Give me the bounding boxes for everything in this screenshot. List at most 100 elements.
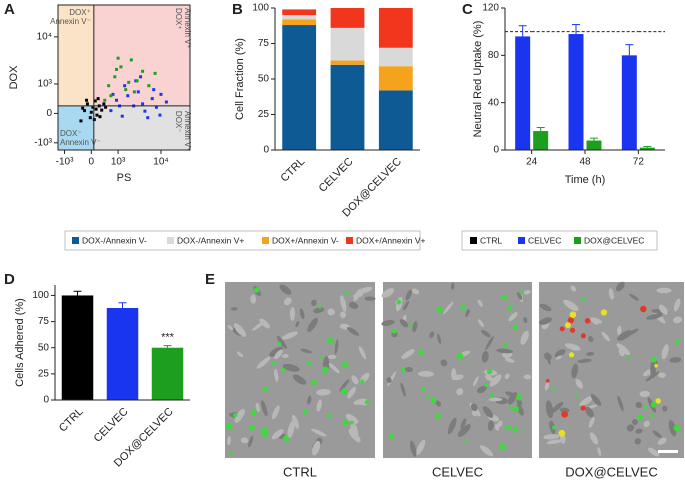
point <box>141 102 145 106</box>
point <box>83 109 87 113</box>
point <box>147 84 151 88</box>
fluorescent-spot <box>254 287 260 293</box>
x-tick-label: CTRL <box>57 406 86 435</box>
bar <box>515 36 531 150</box>
fluorescent-spot <box>584 317 591 324</box>
point <box>104 105 108 109</box>
cell <box>504 373 510 380</box>
cell <box>601 331 610 342</box>
error-bar <box>590 137 598 141</box>
cell <box>269 346 283 357</box>
fluorescent-spot <box>360 379 365 384</box>
quadrant <box>58 105 94 150</box>
cell <box>516 398 523 406</box>
cell <box>307 395 312 405</box>
quadrant-label: DOX⁻ <box>60 129 82 138</box>
fluorescent-spot <box>233 412 238 418</box>
bar <box>61 295 94 400</box>
cell <box>508 312 518 322</box>
cell <box>546 351 551 365</box>
fluorescent-spot <box>341 388 348 395</box>
cell <box>345 413 359 424</box>
fluorescent-spot <box>551 387 555 391</box>
cell <box>658 304 668 315</box>
fluorescent-spot <box>318 356 322 360</box>
cell <box>563 299 579 312</box>
legend-label: DOX+/Annexin V+ <box>356 235 425 245</box>
point <box>152 88 156 92</box>
quadrant-label: Annexin V⁻ <box>50 17 91 26</box>
fluorescent-spot <box>426 395 430 399</box>
cell <box>539 303 552 312</box>
legend-label: CTRL <box>480 235 502 245</box>
point <box>132 90 136 94</box>
cell <box>403 300 410 311</box>
cell <box>353 398 367 405</box>
cell <box>357 286 373 294</box>
point <box>103 98 107 102</box>
cell <box>256 356 271 369</box>
cell <box>631 418 638 425</box>
fluorescent-spot <box>364 400 369 405</box>
cell <box>401 349 415 359</box>
bar <box>639 147 655 150</box>
cell <box>575 378 584 389</box>
legend-box <box>64 230 421 251</box>
cell <box>554 349 566 358</box>
cell <box>404 367 413 373</box>
cell <box>550 401 564 413</box>
point <box>124 88 128 92</box>
point <box>102 102 106 106</box>
fluorescent-spot <box>349 420 354 425</box>
fluorescent-spot <box>567 317 575 324</box>
cell <box>571 363 579 379</box>
quadrant-label: DOX⁺ <box>174 8 183 30</box>
fluorescent-spot <box>559 326 565 332</box>
cell <box>443 301 454 315</box>
point <box>115 67 119 71</box>
legend-label: DOX@CELVEC <box>584 235 644 245</box>
cell <box>227 435 231 446</box>
point <box>120 114 124 118</box>
cell <box>260 400 268 417</box>
bar <box>151 347 184 400</box>
bar-segment <box>282 9 317 16</box>
cell <box>271 405 280 420</box>
point <box>127 80 131 84</box>
point <box>91 105 95 109</box>
y-tick-label: 75 <box>258 38 270 49</box>
cell <box>617 395 624 412</box>
point <box>88 116 92 120</box>
cell <box>476 385 487 394</box>
cell <box>412 321 418 333</box>
fluorescent-spot <box>509 406 514 411</box>
cell <box>381 319 395 326</box>
cell <box>340 295 347 312</box>
fluorescent-spot <box>673 424 681 432</box>
fluorescent-spot <box>326 337 334 344</box>
cell <box>546 439 562 445</box>
fluorescent-spot <box>326 413 331 418</box>
cell <box>358 346 367 360</box>
x-axis-title: PS <box>117 172 132 184</box>
x-tick-label: CELVEC <box>92 406 131 445</box>
fluorescent-spot <box>311 379 318 386</box>
cell <box>409 440 417 457</box>
error-bar <box>572 24 580 35</box>
cell <box>291 414 299 429</box>
cell <box>351 375 359 385</box>
bar-segment <box>378 66 413 91</box>
cell <box>456 388 464 396</box>
y-axis-title: Cell Fraction (%) <box>234 38 246 120</box>
legend-label: DOX-/Annexin V- <box>82 235 147 245</box>
cell <box>328 363 340 374</box>
fluorescent-spot <box>460 304 466 310</box>
cell <box>523 374 532 380</box>
cell <box>311 299 317 307</box>
fluorescent-spot <box>574 394 579 398</box>
fluorescent-spot <box>650 356 657 363</box>
quadrant <box>93 105 190 150</box>
cell <box>289 306 295 321</box>
cell <box>293 374 307 385</box>
quadrant <box>58 5 94 106</box>
